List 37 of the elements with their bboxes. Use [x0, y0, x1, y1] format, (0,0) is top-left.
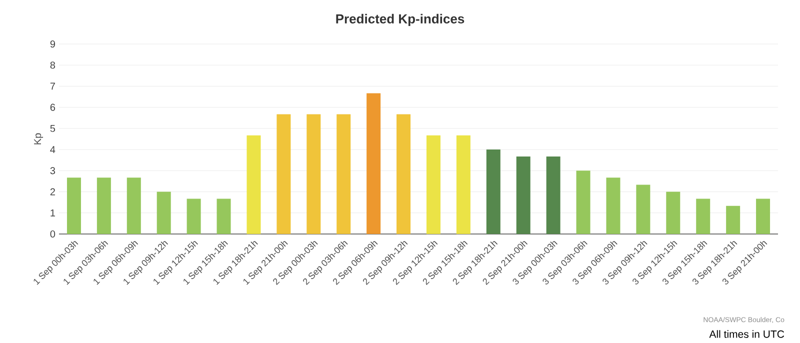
bar	[546, 156, 560, 234]
bar	[606, 178, 620, 234]
bar	[666, 192, 680, 234]
bar	[306, 114, 321, 234]
bar	[576, 170, 590, 234]
y-tick-label: 2	[50, 188, 55, 196]
y-tick-label: 9	[50, 40, 56, 48]
bar	[486, 150, 500, 234]
bar	[456, 135, 470, 234]
bar	[66, 178, 81, 234]
y-tick-label: 1	[50, 209, 55, 216]
y-tick-label: 6	[50, 104, 56, 111]
bar	[276, 114, 291, 234]
y-tick-label: 4	[50, 146, 56, 153]
bar	[636, 184, 650, 234]
bar	[696, 198, 710, 234]
bar	[396, 114, 411, 234]
chart-title: Predicted Kp-indices	[336, 14, 464, 26]
y-axis-title: Kp	[34, 133, 44, 144]
y-tick-label: 8	[50, 62, 56, 69]
text: All times in UTC	[709, 330, 784, 338]
bar	[246, 135, 261, 234]
bar	[426, 135, 440, 234]
bar	[516, 156, 530, 234]
bar	[726, 206, 740, 234]
y-tick-label: 7	[50, 82, 55, 90]
bar	[336, 114, 351, 234]
bar	[186, 198, 201, 234]
bar	[156, 192, 171, 234]
bar	[366, 93, 381, 234]
bar	[126, 178, 141, 234]
bar	[96, 178, 111, 234]
y-tick-label: 5	[50, 124, 56, 132]
bar	[216, 198, 231, 234]
y-tick-label: 0	[50, 230, 56, 238]
y-tick-label: 3	[50, 167, 56, 174]
bar	[756, 198, 770, 234]
